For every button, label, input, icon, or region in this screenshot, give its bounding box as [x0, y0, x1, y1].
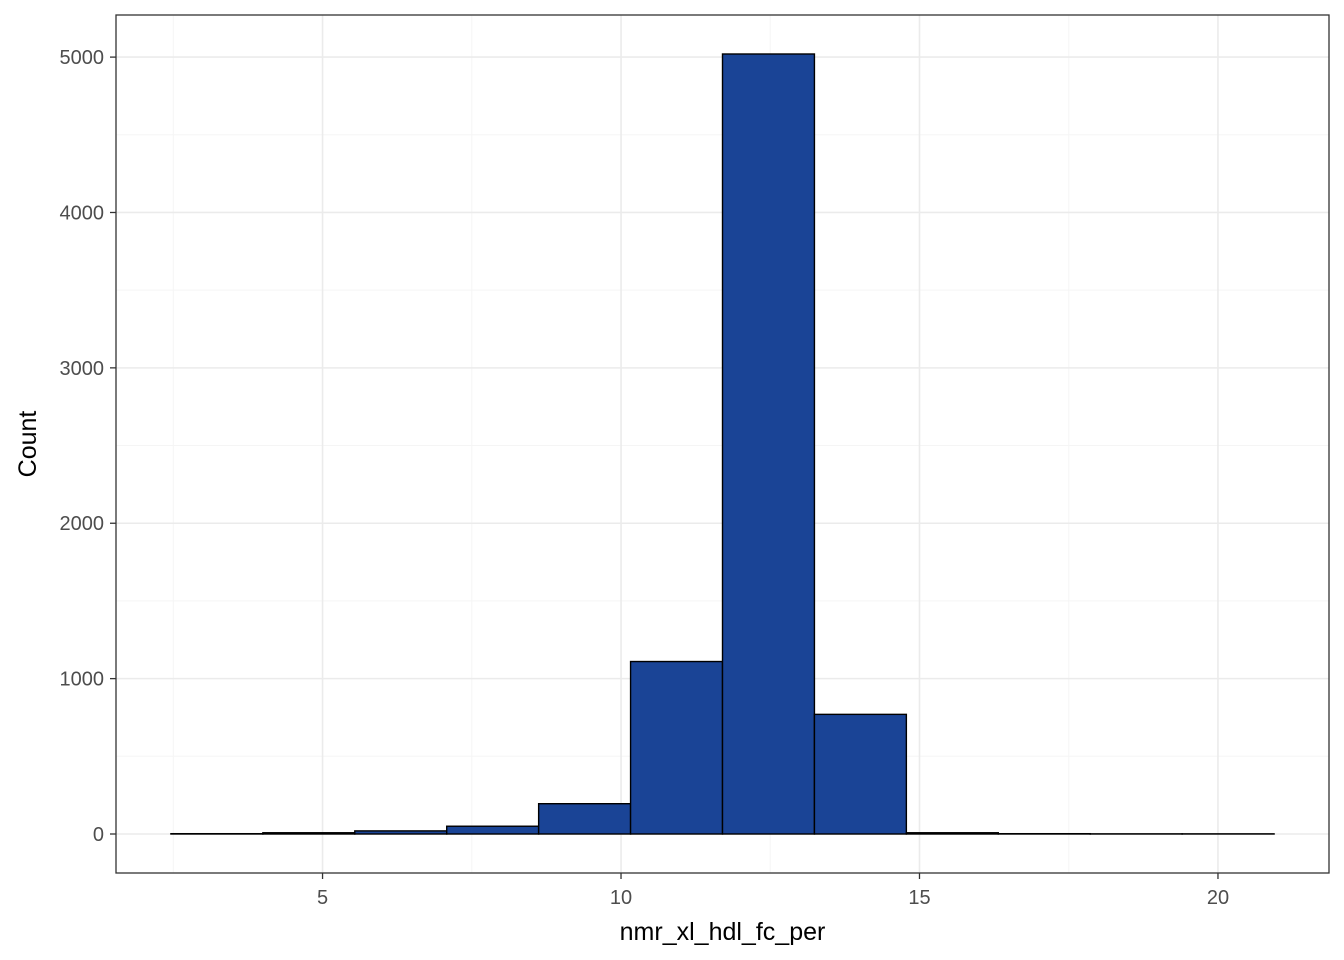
y-tick-label-1: 1000: [60, 669, 105, 691]
histogram-bar-6: [721, 53, 816, 835]
y-axis-title: Count: [14, 411, 42, 478]
panel-border: [115, 14, 1330, 874]
x-axis-title: nmr_xl_hdl_fc_per: [620, 918, 826, 946]
x-tick-label-0: 5: [317, 887, 328, 909]
histogram-bar-3: [446, 825, 540, 835]
histogram-bar-5: [629, 660, 724, 835]
histogram-bar-7: [813, 713, 908, 835]
y-tick-label-2: 2000: [60, 513, 105, 535]
y-tick-label-3: 3000: [60, 358, 105, 380]
x-axis: 5 10 15 20: [317, 873, 1229, 909]
y-tick-label-0: 0: [93, 824, 104, 846]
y-tick-label-4: 4000: [60, 202, 105, 224]
histogram-bars: [170, 53, 1275, 835]
histogram-bar-2: [354, 830, 448, 835]
x-tick-label-3: 20: [1207, 887, 1229, 909]
y-tick-label-5: 5000: [60, 47, 105, 69]
x-tick-label-1: 10: [610, 887, 632, 909]
y-axis: 0 1000 2000 3000 4000 5000: [60, 47, 116, 846]
histogram-bar-4: [537, 803, 632, 835]
histogram-bar-8: [905, 832, 999, 835]
x-tick-label-2: 15: [908, 887, 930, 909]
histogram-bar-1: [262, 832, 356, 835]
